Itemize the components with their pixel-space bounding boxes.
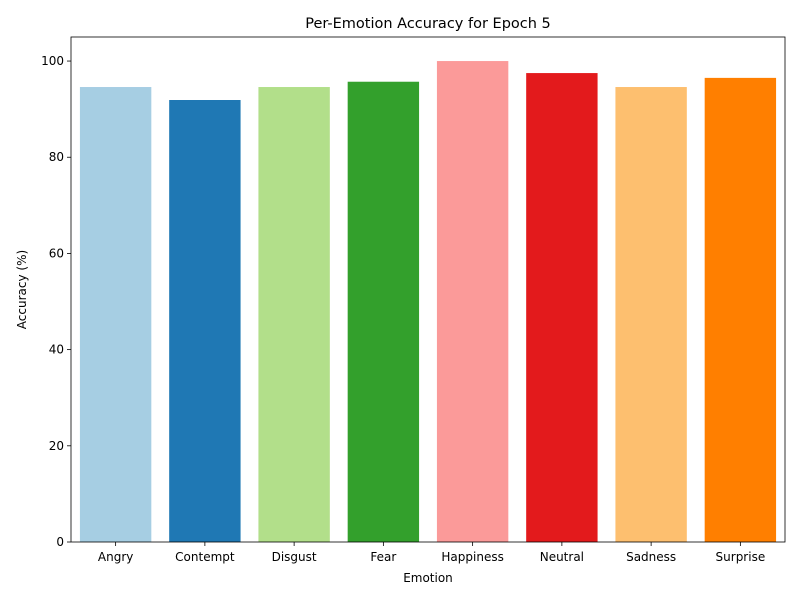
bar-surprise bbox=[704, 77, 777, 542]
chart-title: Per-Emotion Accuracy for Epoch 5 bbox=[305, 16, 551, 32]
x-axis-label: Emotion bbox=[403, 571, 453, 585]
x-tick-label: Happiness bbox=[441, 550, 503, 564]
x-ticks: Angry Contempt Disgust Fear Happiness Neutral… bbox=[98, 542, 765, 564]
x-tick-label: Surprise bbox=[716, 550, 766, 564]
bar-neutral bbox=[526, 73, 598, 543]
y-tick-label: 40 bbox=[49, 343, 64, 357]
y-tick-label: 60 bbox=[49, 246, 64, 260]
y-tick-label: 100 bbox=[41, 54, 64, 68]
axes-layer bbox=[70, 36, 786, 543]
y-tick-label: 0 bbox=[56, 535, 64, 549]
bar-contempt bbox=[169, 100, 241, 542]
x-tick-label: Sadness bbox=[626, 550, 676, 564]
x-tick-label: Disgust bbox=[272, 550, 317, 564]
y-tick-label: 20 bbox=[49, 439, 64, 453]
bar-happiness bbox=[436, 61, 509, 543]
bar-disgust bbox=[258, 87, 330, 543]
bar-sadness bbox=[615, 87, 687, 543]
x-tick-label: Angry bbox=[98, 550, 133, 564]
y-tick-label: 80 bbox=[49, 150, 64, 164]
bar-angry bbox=[79, 87, 152, 543]
x-tick-label: Contempt bbox=[175, 550, 235, 564]
x-tick-label: Neutral bbox=[540, 550, 584, 564]
y-axis-label: Accuracy (%) bbox=[15, 250, 29, 329]
x-tick-label: Fear bbox=[370, 550, 396, 564]
bar-fear bbox=[347, 81, 420, 542]
y-ticks: 0 20 40 60 80 100 bbox=[41, 54, 71, 549]
bars-layer bbox=[79, 61, 777, 543]
plot-frame bbox=[70, 36, 786, 543]
